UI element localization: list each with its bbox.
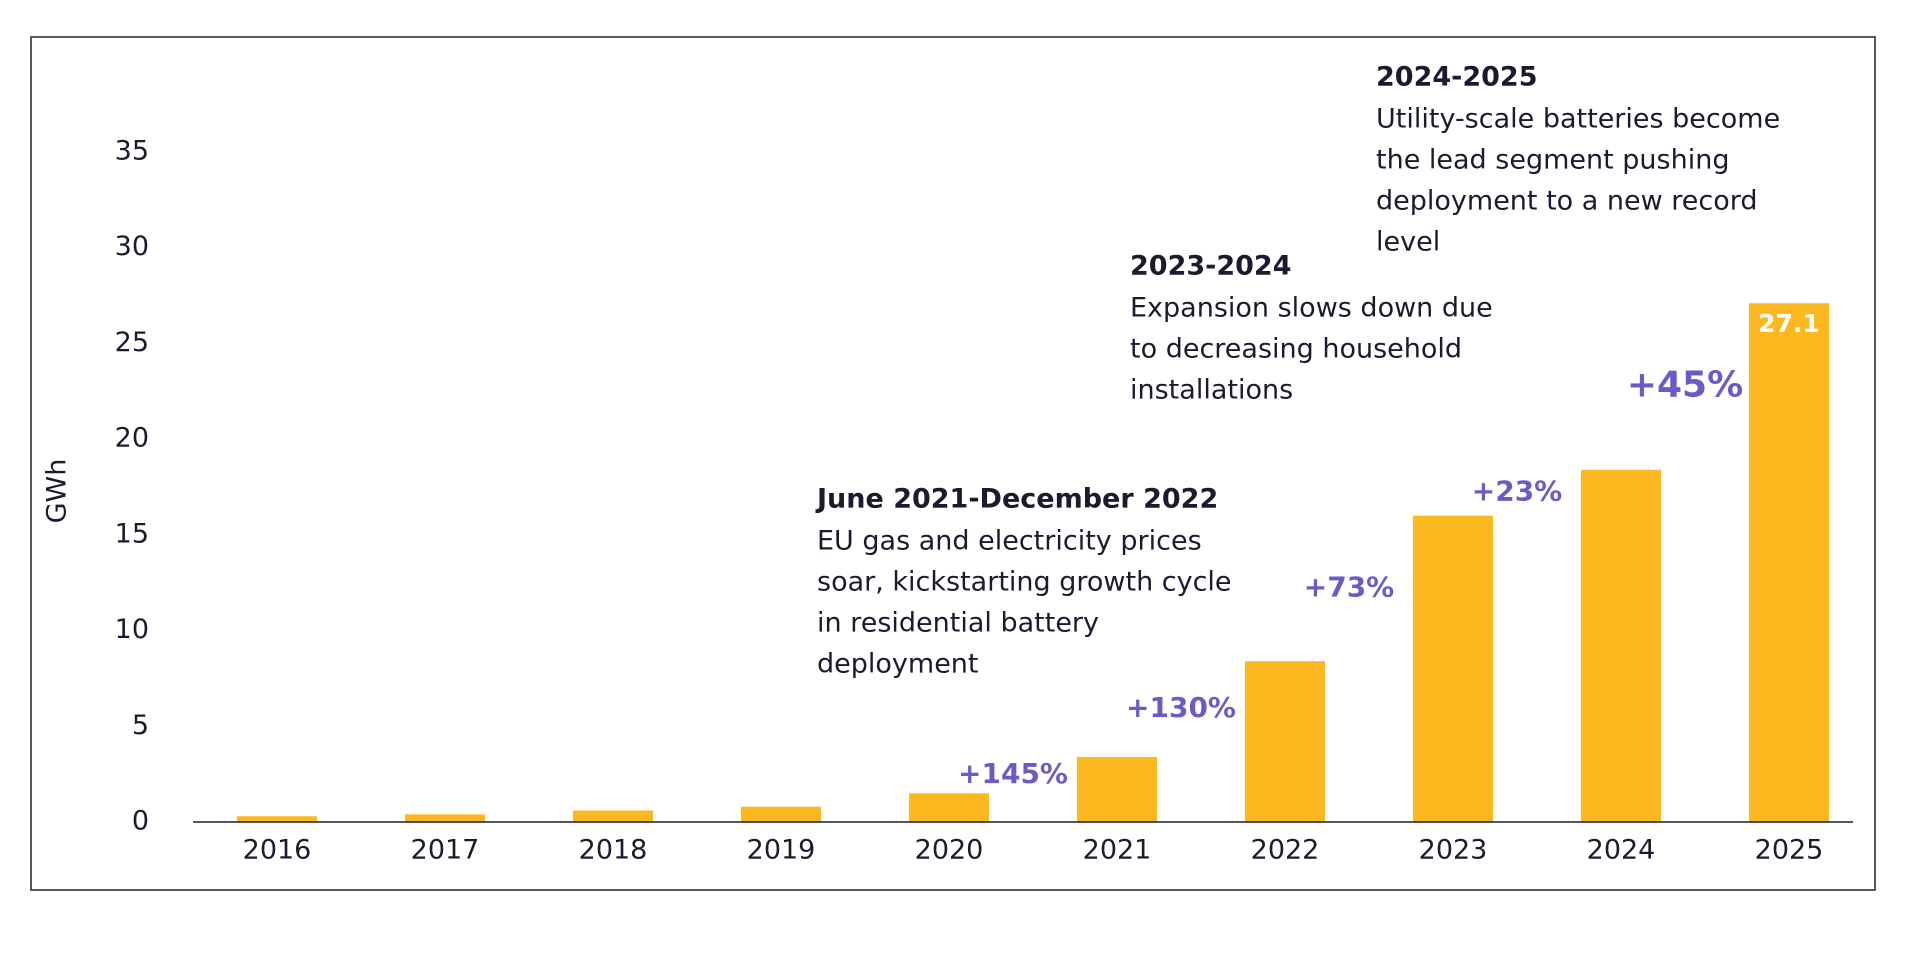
bar (405, 814, 485, 822)
annotation-text: installations (1130, 375, 1293, 406)
annotation-text: level (1376, 227, 1440, 258)
annotation-text: deployment to a new record (1376, 186, 1758, 217)
y-tick-label: 30 (115, 231, 149, 262)
y-tick-label: 0 (132, 806, 149, 837)
annotation-text: to decreasing household (1130, 334, 1462, 365)
annotation-title: 2023-2024 (1130, 251, 1292, 282)
y-tick-label: 35 (115, 136, 149, 167)
annotation-text: EU gas and electricity prices (817, 526, 1202, 557)
growth-label: +23% (1472, 475, 1562, 508)
y-axis-label: GWh (42, 459, 73, 524)
growth-label: +130% (1126, 691, 1236, 724)
bar (1245, 661, 1325, 822)
annotation-title: June 2021-December 2022 (815, 484, 1218, 515)
bar (1749, 303, 1829, 822)
y-tick-label: 15 (115, 518, 149, 549)
annotation-text: the lead segment pushing (1376, 145, 1729, 176)
bar (909, 793, 989, 822)
bar (237, 816, 317, 822)
annotation-text: Expansion slows down due (1130, 293, 1493, 324)
annotation-text: Utility-scale batteries become (1376, 104, 1780, 135)
growth-label: +45% (1627, 365, 1743, 406)
y-tick-label: 10 (115, 614, 149, 645)
annotation-title: 2024-2025 (1376, 62, 1538, 93)
bar (1413, 515, 1493, 822)
x-tick-label: 2025 (1755, 835, 1824, 866)
growth-label: +145% (958, 757, 1068, 790)
y-tick-label: 25 (115, 327, 149, 358)
x-tick-label: 2017 (411, 835, 480, 866)
x-tick-label: 2021 (1083, 835, 1152, 866)
bar (741, 806, 821, 822)
x-tick-label: 2016 (243, 835, 312, 866)
x-tick-label: 2023 (1419, 835, 1488, 866)
frame (30, 36, 1876, 891)
x-tick-label: 2018 (579, 835, 648, 866)
x-tick-label: 2019 (747, 835, 816, 866)
x-tick-label: 2024 (1587, 835, 1656, 866)
bar (1077, 756, 1157, 822)
y-tick-label: 5 (132, 710, 149, 741)
annotation-text: in residential battery (817, 608, 1099, 639)
annotation-text: soar, kickstarting growth cycle (817, 567, 1232, 598)
x-tick-label: 2022 (1251, 835, 1320, 866)
bar (1581, 469, 1661, 822)
annotation-text: deployment (817, 649, 979, 680)
value-label: 27.1 (1758, 309, 1820, 338)
y-tick-label: 20 (115, 423, 149, 454)
x-tick-label: 2020 (915, 835, 984, 866)
bar (573, 810, 653, 822)
growth-label: +73% (1304, 570, 1394, 603)
